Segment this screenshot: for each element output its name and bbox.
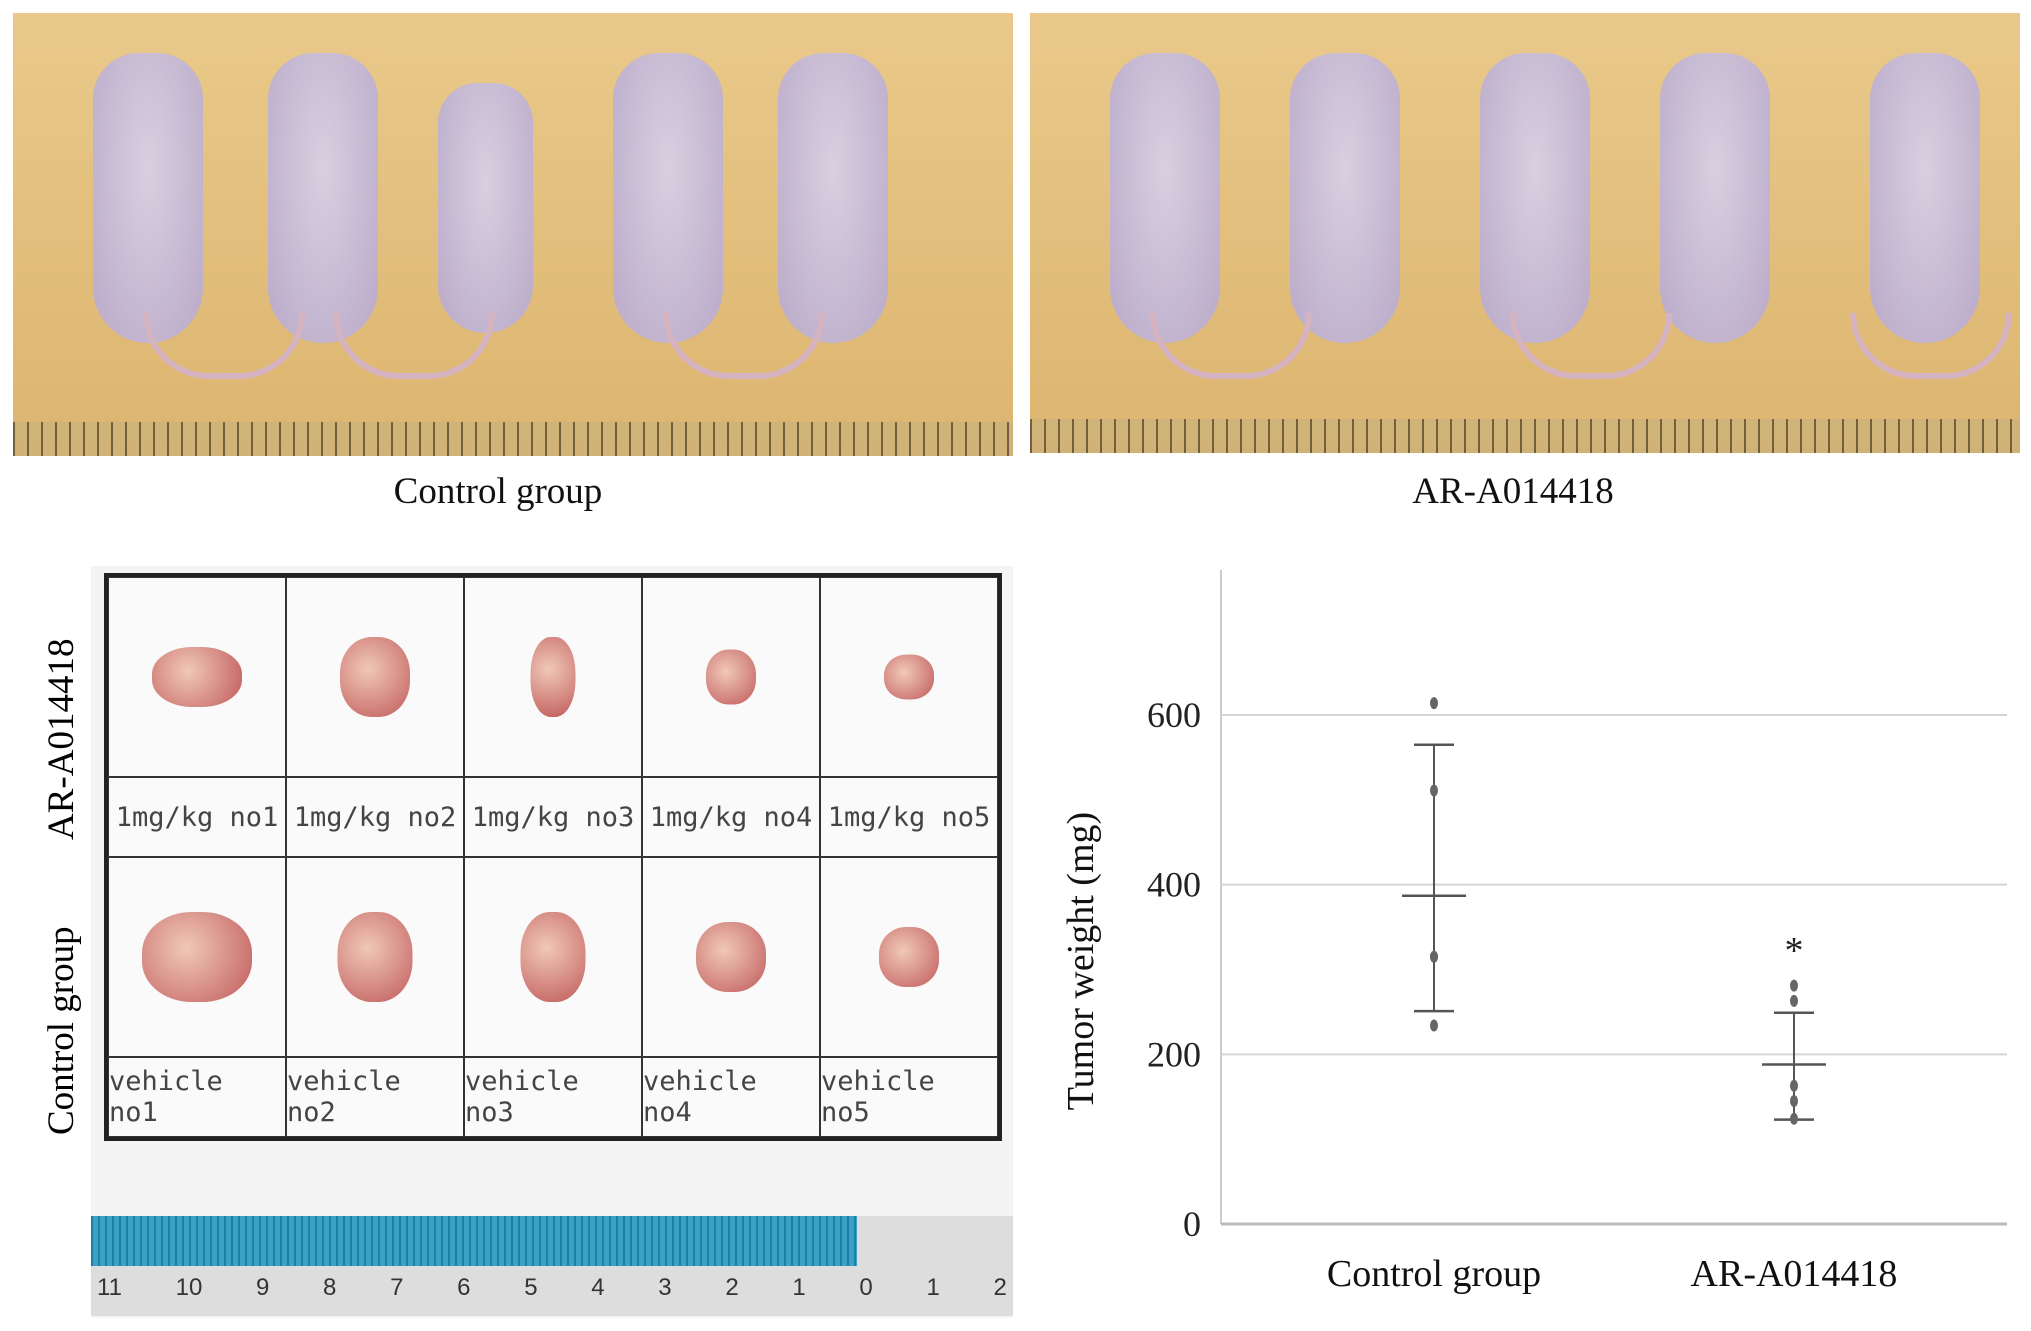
x-tick-label: Control group — [1327, 1253, 1541, 1295]
data-point — [1790, 1112, 1798, 1125]
vehicle-label: vehicle no5 — [820, 1057, 998, 1137]
control-mice-photo — [13, 13, 1013, 456]
treated-label: 1mg/kg no1 — [108, 777, 286, 857]
tumor-grid: 1mg/kg no1 1mg/kg no2 1mg/kg no3 1mg/kg no4… — [104, 573, 1002, 1141]
vehicle-tumor-cell — [108, 857, 286, 1057]
ruler-number: 1 — [792, 1274, 806, 1301]
vehicle-tumor-cell — [286, 857, 464, 1057]
vehicle-label: vehicle no1 — [108, 1057, 286, 1137]
row-label-control: Control group — [41, 926, 82, 1135]
tumor — [520, 912, 586, 1002]
vehicle-label: vehicle no4 — [642, 1057, 820, 1137]
ruler-number: 4 — [591, 1274, 605, 1301]
ruler-number: 10 — [175, 1274, 203, 1301]
vehicle-label: vehicle no3 — [464, 1057, 642, 1137]
vehicle-tumor-cell — [642, 857, 820, 1057]
tumor-weight-chart: 0 200 400 600 Tumor weight (mg) Control group… — [1060, 570, 2007, 1295]
vehicle-tumor-cell — [820, 857, 998, 1057]
data-point — [1430, 1019, 1438, 1032]
ruler-number: 0 — [859, 1274, 873, 1301]
ruler-number: 2 — [993, 1274, 1007, 1301]
ruler-number: 3 — [658, 1274, 672, 1301]
tumor-photo: 1mg/kg no1 1mg/kg no2 1mg/kg no3 1mg/kg no4… — [91, 566, 1013, 1318]
tumor — [879, 927, 939, 987]
ruler-number: 6 — [457, 1274, 471, 1301]
treated-tumor-cell — [642, 577, 820, 777]
treated-label: 1mg/kg no5 — [820, 777, 998, 857]
treated-label: 1mg/kg no4 — [642, 777, 820, 857]
y-tick-label: 400 — [1147, 865, 1201, 905]
treated-mice-photo — [1030, 13, 2020, 453]
data-point — [1790, 994, 1798, 1007]
x-tick-label: AR-A014418 — [1691, 1253, 1898, 1295]
tumor — [530, 637, 576, 717]
ruler-number: 5 — [524, 1274, 538, 1301]
tumor — [706, 649, 756, 705]
data-point — [1790, 979, 1798, 992]
vehicle-label: vehicle no2 — [286, 1057, 464, 1137]
tumor — [696, 922, 766, 992]
ruler — [1030, 419, 2020, 453]
y-tick-label: 0 — [1183, 1204, 1201, 1244]
vehicle-tumor-cell — [464, 857, 642, 1057]
data-point — [1430, 784, 1438, 797]
y-tick-label: 600 — [1147, 695, 1201, 735]
control-group-caption: Control group — [393, 471, 603, 512]
treated-label: 1mg/kg no2 — [286, 777, 464, 857]
tumor — [884, 654, 934, 700]
data-point — [1430, 697, 1438, 710]
data-point — [1790, 1094, 1798, 1107]
ruler-number: 8 — [323, 1274, 337, 1301]
ruler — [13, 422, 1013, 456]
tumor — [152, 647, 242, 707]
y-axis-label: Tumor weight (mg) — [1060, 812, 1102, 1110]
ruler-number: 2 — [725, 1274, 739, 1301]
ruler-number: 7 — [390, 1274, 404, 1301]
ruler-number: 11 — [97, 1274, 122, 1301]
tumor — [337, 912, 413, 1002]
measuring-tape: 11 10 9 8 7 6 5 4 3 2 1 0 1 2 — [91, 1216, 1013, 1316]
y-tick-label: 200 — [1147, 1034, 1201, 1074]
ruler-number: 1 — [926, 1274, 940, 1301]
treated-label: 1mg/kg no3 — [464, 777, 642, 857]
data-point — [1430, 950, 1438, 963]
row-label-treated: AR-A014418 — [41, 638, 82, 840]
data-point — [1790, 1079, 1798, 1092]
treated-tumor-cell — [108, 577, 286, 777]
tumor — [340, 637, 410, 717]
significance-marker: * — [1785, 930, 1804, 972]
treated-tumor-cell — [820, 577, 998, 777]
treated-tumor-cell — [286, 577, 464, 777]
tumor — [142, 912, 252, 1002]
treated-tumor-cell — [464, 577, 642, 777]
treated-group-caption: AR-A014418 — [1412, 471, 1614, 512]
ruler-number: 9 — [256, 1274, 270, 1301]
